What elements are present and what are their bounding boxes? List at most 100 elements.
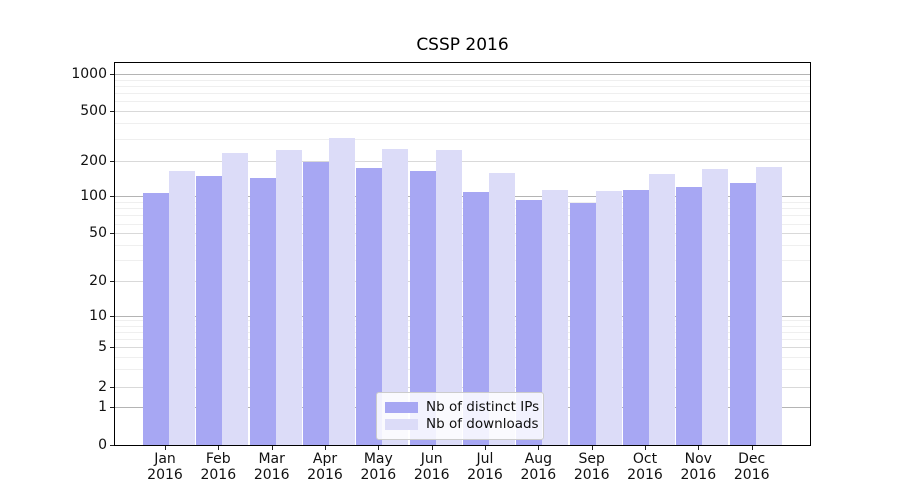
y-tick-label: 2	[98, 379, 107, 396]
y-tick-label: 100	[80, 188, 107, 204]
gridline-minor	[115, 101, 810, 103]
x-tick-month: Sep	[578, 451, 605, 467]
bar-downloads	[329, 138, 355, 445]
gridline-major	[115, 161, 810, 163]
bar-distinct-ips	[143, 192, 169, 445]
x-tick-mark	[218, 446, 220, 450]
x-tick-label: Dec 2016	[722, 451, 782, 483]
legend-item: Nb of downloads	[385, 416, 539, 432]
y-tick-mark	[110, 445, 114, 446]
x-tick-label: Feb 2016	[188, 451, 248, 483]
gridline-minor	[115, 79, 810, 81]
gridline-minor	[115, 223, 810, 225]
x-tick-mark	[325, 446, 326, 450]
gridline-minor	[115, 369, 810, 371]
x-tick-year: 2016	[147, 467, 183, 483]
gridline-minor	[115, 123, 810, 125]
plot-area: Nb of distinct IPs Nb of downloads	[114, 62, 811, 446]
gridline-minor	[115, 244, 810, 246]
y-tick-mark	[110, 161, 114, 163]
gridline-minor	[115, 338, 810, 340]
x-tick-label: Jan 2016	[135, 451, 195, 483]
x-tick-month: Feb	[205, 451, 231, 467]
bar-downloads	[542, 189, 569, 445]
gridline-minor	[115, 259, 810, 261]
gridline-minor	[115, 215, 810, 217]
y-tick-mark	[110, 196, 114, 197]
x-tick-year: 2016	[680, 467, 717, 483]
y-tick-label: 200	[80, 153, 107, 170]
y-tick-label: 0	[98, 437, 107, 453]
bar-distinct-ips	[569, 202, 596, 445]
gridline-major	[115, 233, 810, 235]
y-tick-mark	[110, 346, 114, 348]
y-tick-mark	[110, 280, 114, 282]
legend-item: Nb of distinct IPs	[385, 399, 539, 415]
gridline-major	[115, 196, 810, 197]
x-tick-year: 2016	[360, 467, 397, 483]
y-tick-label: 1000	[71, 66, 107, 83]
x-tick-mark	[378, 446, 380, 450]
gridline-minor	[115, 325, 810, 327]
legend-label: Nb of distinct IPs	[426, 399, 540, 415]
x-tick-year: 2016	[627, 467, 663, 483]
gridline-major	[115, 387, 810, 389]
x-tick-year: 2016	[307, 467, 343, 483]
gridline-major	[115, 280, 810, 282]
bar-downloads	[169, 170, 195, 445]
x-tick-year: 2016	[467, 467, 503, 483]
x-tick-month: Aug	[524, 451, 552, 467]
x-tick-month: May	[363, 451, 393, 467]
x-tick-year: 2016	[520, 467, 557, 483]
bar-downloads	[649, 173, 675, 445]
bar-downloads	[222, 152, 249, 445]
y-tick-label: 500	[80, 103, 107, 119]
x-tick-year: 2016	[573, 467, 610, 483]
x-tick-month: Oct	[632, 451, 658, 467]
gridline-minor	[115, 139, 810, 140]
x-tick-month: Dec	[738, 451, 766, 467]
bar-downloads	[755, 167, 782, 445]
bar-downloads	[595, 191, 622, 445]
y-tick-label: 50	[89, 225, 107, 242]
x-tick-year: 2016	[413, 467, 450, 483]
x-tick-mark	[698, 446, 700, 450]
x-tick-mark	[431, 446, 433, 450]
gridline-minor	[115, 86, 810, 88]
x-tick-label: May 2016	[348, 451, 408, 483]
bar-distinct-ips	[623, 190, 649, 445]
x-tick-mark	[751, 446, 753, 450]
gridline-minor	[115, 356, 810, 358]
x-tick-month: Jun	[420, 451, 443, 467]
y-tick-mark	[110, 74, 114, 76]
x-tick-label: Oct 2016	[615, 451, 675, 483]
gridline-major	[115, 315, 810, 317]
x-tick-month: Mar	[258, 451, 285, 467]
y-tick-mark	[110, 111, 114, 112]
y-tick-label: 10	[89, 307, 107, 324]
bar-distinct-ips	[729, 183, 756, 445]
gridline-major	[115, 111, 810, 112]
x-tick-mark	[645, 446, 646, 450]
x-tick-label: Jun 2016	[402, 451, 462, 483]
x-tick-mark	[538, 446, 540, 450]
x-tick-label: Nov 2016	[668, 451, 728, 483]
x-tick-label: Jul 2016	[455, 451, 515, 483]
y-tick-mark	[110, 233, 114, 235]
x-tick-mark	[591, 446, 593, 450]
gridline-major	[115, 346, 810, 348]
gridline-major	[115, 74, 810, 76]
x-tick-year: 2016	[200, 467, 237, 483]
bar-distinct-ips	[196, 176, 223, 445]
bar-downloads	[702, 169, 729, 445]
bar-downloads	[275, 149, 302, 445]
gridline-minor	[115, 93, 810, 95]
x-tick-month: Apr	[312, 451, 338, 467]
y-tick-mark	[110, 315, 114, 317]
x-tick-year: 2016	[733, 467, 770, 483]
x-tick-month: Jul	[476, 451, 494, 467]
chart-title: CSSP 2016	[416, 35, 509, 55]
legend-swatch	[385, 401, 418, 413]
legend-swatch	[385, 418, 418, 430]
gridline-minor	[115, 320, 810, 322]
